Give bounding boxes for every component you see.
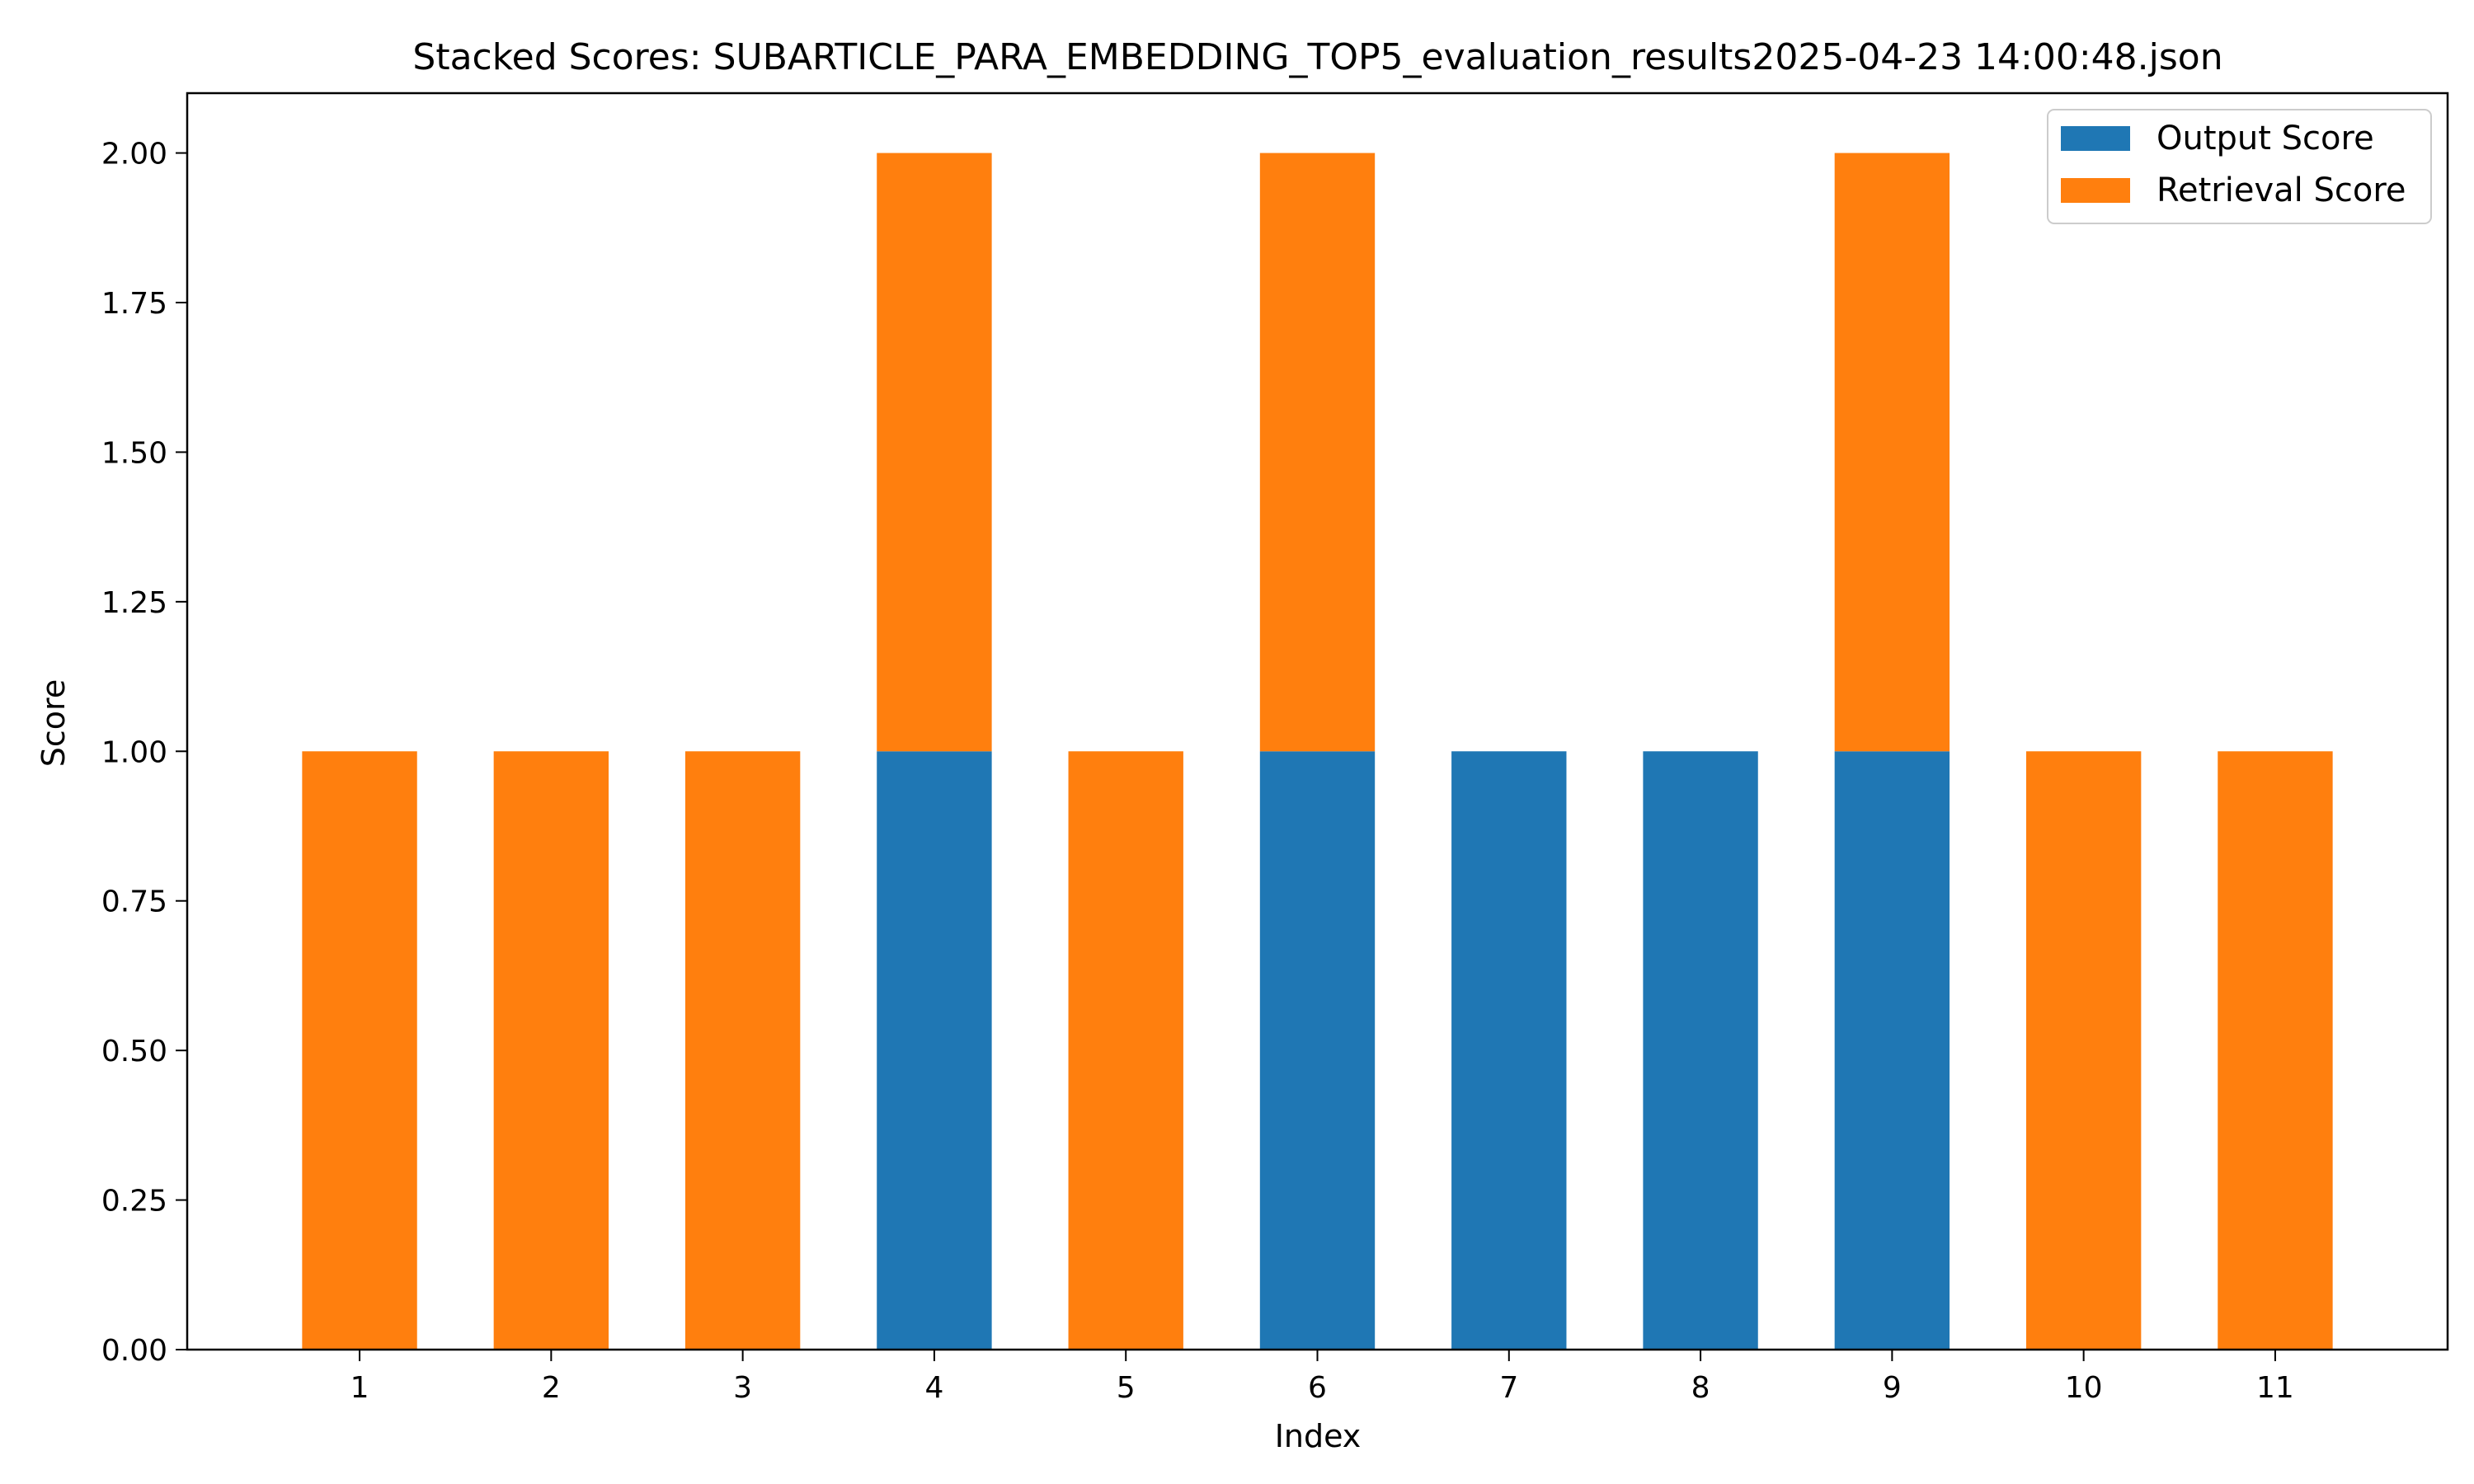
bar-retrieval-6 [1259,153,1376,752]
plot-frame [186,92,2449,1351]
legend-label-output: Output Score [2157,120,2374,157]
x-axis-ticks: 1 2 3 4 5 6 7 8 9 10 11 [350,1350,2294,1405]
x-tick-label: 11 [2256,1371,2294,1405]
bar-output-6 [1259,751,1376,1350]
bar-output-8 [1643,751,1758,1350]
legend-swatch-retrieval [2061,178,2130,203]
y-tick-label: 0.75 [101,885,167,919]
x-tick-label: 8 [1691,1371,1710,1405]
x-tick-label: 4 [924,1371,943,1405]
x-tick-label: 2 [542,1371,561,1405]
legend: Output Score Retrieval Score [2047,109,2432,224]
bar-retrieval-11 [2218,751,2333,1350]
x-tick-label: 3 [733,1371,752,1405]
y-axis-ticks: 0.00 0.25 0.50 0.75 1.00 1.25 1.50 1.75 2.00 [101,138,187,1368]
x-tick-label: 7 [1499,1371,1518,1405]
y-axis-label: Score [35,679,72,767]
x-tick-label: 10 [2065,1371,2103,1405]
legend-label-retrieval: Retrieval Score [2157,171,2406,209]
x-tick-label: 6 [1308,1371,1327,1405]
x-tick-label: 5 [1117,1371,1136,1405]
y-tick-label: 1.50 [101,436,167,470]
legend-box [2047,109,2432,224]
bar-retrieval-1 [302,751,417,1350]
y-tick-label: 1.25 [101,586,167,620]
x-tick-label: 1 [350,1371,369,1405]
bar-retrieval-2 [493,751,609,1350]
y-tick-label: 2.00 [101,138,167,171]
bar-retrieval-4 [877,153,992,752]
x-tick-label: 9 [1883,1371,1902,1405]
bar-retrieval-5 [1068,751,1183,1350]
bar-retrieval-3 [684,751,801,1350]
bar-output-4 [877,751,992,1350]
y-tick-label: 1.00 [101,735,167,769]
bar-output-9 [1834,751,1950,1350]
chart-title: Stacked Scores: SUBARTICLE_PARA_EMBEDDIN… [412,36,2222,78]
y-tick-label: 0.00 [101,1334,167,1368]
y-tick-label: 1.75 [101,287,167,321]
bar-retrieval-10 [2025,751,2142,1350]
y-tick-label: 0.50 [101,1035,167,1068]
y-tick-label: 0.25 [101,1185,167,1219]
x-axis-label: Index [1275,1418,1362,1454]
bar-retrieval-9 [1834,153,1950,752]
legend-swatch-output [2061,126,2130,151]
bar-output-7 [1451,751,1567,1350]
bars-group [302,153,2333,1350]
